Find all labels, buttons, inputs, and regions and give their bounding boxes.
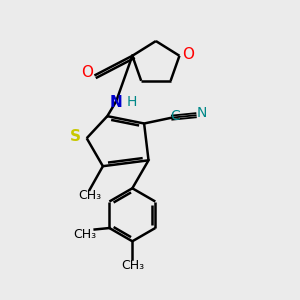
Text: O: O	[182, 47, 194, 62]
Text: H: H	[126, 95, 136, 109]
Text: C: C	[170, 109, 180, 123]
Text: N: N	[110, 95, 122, 110]
Text: S: S	[70, 129, 81, 144]
Text: O: O	[81, 65, 93, 80]
Text: CH₃: CH₃	[78, 189, 101, 202]
Text: CH₃: CH₃	[121, 259, 144, 272]
Text: CH₃: CH₃	[74, 228, 97, 241]
Text: N: N	[196, 106, 207, 121]
